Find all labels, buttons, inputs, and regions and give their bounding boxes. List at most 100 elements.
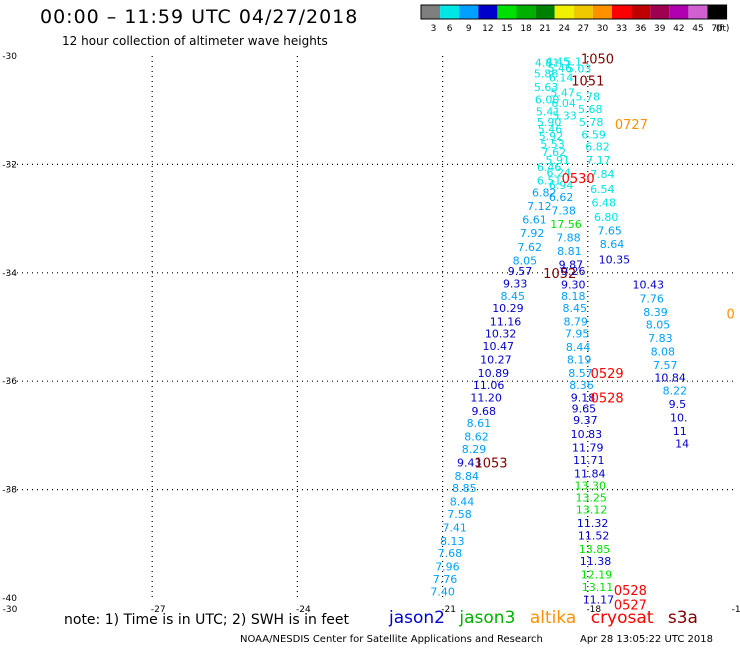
data-point: 9.43 — [457, 457, 482, 470]
data-point: 7.96 — [435, 561, 460, 574]
data-point: 7.68 — [438, 547, 463, 560]
data-point: 7.12 — [527, 200, 552, 213]
data-point: 11 — [673, 425, 687, 438]
footer-credit: NOAA/NESDIS Center for Satellite Applica… — [240, 634, 543, 645]
data-point: 8.19 — [567, 354, 592, 367]
data-point: 17.56 — [550, 218, 582, 231]
scale-swatch — [535, 5, 555, 19]
data-point: 5.91 — [546, 154, 571, 167]
y-tick-label: -30 — [2, 52, 17, 62]
data-point: 5.41 — [536, 105, 561, 118]
data-point: 10.43 — [633, 279, 665, 292]
data-point: 5.47 — [550, 86, 575, 99]
data-point: 6.51 — [537, 175, 562, 188]
data-point: 5.90 — [537, 116, 562, 129]
data-point: 6.59 — [581, 129, 606, 142]
legend-s3a: s3a — [667, 608, 698, 628]
data-point: 7.65 — [597, 225, 622, 238]
time-label: 1051 — [571, 74, 604, 89]
data-point: 10.83 — [571, 428, 603, 441]
data-point: 10.27 — [480, 354, 512, 367]
data-point: 13.11 — [582, 581, 614, 594]
time-label: 1050 — [581, 53, 614, 68]
data-point: 8.18 — [561, 290, 586, 303]
data-point: 5.1 — [565, 55, 583, 68]
data-point: 10.84 — [654, 371, 686, 384]
scale-label: 18 — [520, 24, 532, 34]
data-point: 5.63 — [534, 81, 559, 94]
scale-swatch — [592, 5, 612, 19]
data-point: 11.16 — [490, 316, 522, 329]
x-tick-label: -24 — [296, 605, 311, 615]
scale-swatch — [688, 5, 708, 19]
time-label: 0530 — [562, 172, 595, 187]
data-point: 8.57 — [568, 367, 593, 380]
time-label: 1053 — [474, 457, 507, 472]
data-point: 7.95 — [565, 328, 590, 341]
data-point: 6.24 — [547, 167, 572, 180]
data-point: 7.76 — [639, 292, 664, 305]
data-point: 7.62 — [517, 241, 542, 254]
data-point: 7.76 — [433, 573, 458, 586]
data-point: 13.85 — [579, 543, 611, 556]
data-point: 9.18 — [571, 391, 596, 404]
scale-label: 9 — [466, 24, 472, 34]
axes: -30 -32 -34 -36 -38 -40 -27 -24 -21 -18 -15 -30 — [2, 52, 740, 615]
data-point: 9.87 — [559, 259, 584, 272]
data-point: 5.46 — [547, 62, 572, 75]
data-point: 11.79 — [572, 441, 604, 454]
y-tick-label: -38 — [2, 486, 17, 496]
data-point: 7.17 — [586, 154, 611, 167]
scale-swatch — [650, 5, 670, 19]
legend-jason2: jason2 — [389, 608, 445, 628]
data-points: 4.455.14.815.465.035.866.145.635.47 5.786… — [430, 55, 689, 606]
data-point: 10. — [670, 412, 688, 425]
scale-label: 6 — [447, 24, 453, 34]
data-point: 9.65 — [572, 402, 597, 415]
time-label: 1052 — [543, 267, 576, 282]
data-point: 8.84 — [455, 470, 480, 483]
chart-subtitle: 12 hour collection of altimeter wave hei… — [62, 34, 328, 48]
data-point: 8.45 — [562, 302, 587, 315]
x-tick-label: -15 — [732, 605, 740, 615]
data-point: 11.32 — [577, 517, 609, 530]
data-point: 4.45 — [546, 55, 571, 68]
data-point: 6.14 — [549, 72, 574, 85]
scale-swatch — [478, 5, 498, 19]
scale-swatch — [573, 5, 593, 19]
x-tick-label: -21 — [441, 605, 456, 615]
data-point: 8.79 — [563, 316, 588, 329]
data-point: 6.82 — [532, 187, 557, 200]
scale-swatch — [669, 5, 689, 19]
data-point: 8.44 — [566, 341, 591, 354]
data-point: 7.40 — [430, 585, 455, 598]
time-label: 0529 — [591, 367, 624, 382]
data-point: 9.37 — [573, 414, 598, 427]
scale-swatch — [421, 5, 441, 19]
data-point: 11.17 — [583, 594, 615, 607]
data-point: 7.83 — [648, 332, 673, 345]
data-point: 8.44 — [450, 496, 475, 509]
data-point: 7.62 — [542, 146, 567, 159]
legend-cryosat: cryosat — [590, 608, 654, 628]
data-point: 7.88 — [556, 232, 581, 245]
x-tick-label: -27 — [151, 605, 166, 615]
scale-swatch — [440, 5, 460, 19]
data-point: 9.68 — [471, 405, 496, 418]
scale-label: 12 — [482, 24, 493, 34]
data-point: 5.78 — [579, 116, 604, 129]
time-label: 0528 — [614, 584, 647, 599]
scale-swatch — [612, 5, 632, 19]
data-point: 8.05 — [513, 254, 538, 267]
data-point: 6.46 — [537, 161, 562, 174]
data-point: 5.86 — [534, 67, 559, 80]
data-point: 5.33 — [552, 110, 577, 123]
scale-label: 27 — [578, 24, 589, 34]
time-labels: 1050105107270530105200529052810530528052… — [474, 53, 734, 614]
scale-swatch — [516, 5, 536, 19]
scale-label: 15 — [501, 24, 512, 34]
scale-label: 24 — [559, 24, 571, 34]
data-point: 13.12 — [576, 504, 608, 517]
data-point: 11.06 — [473, 379, 505, 392]
